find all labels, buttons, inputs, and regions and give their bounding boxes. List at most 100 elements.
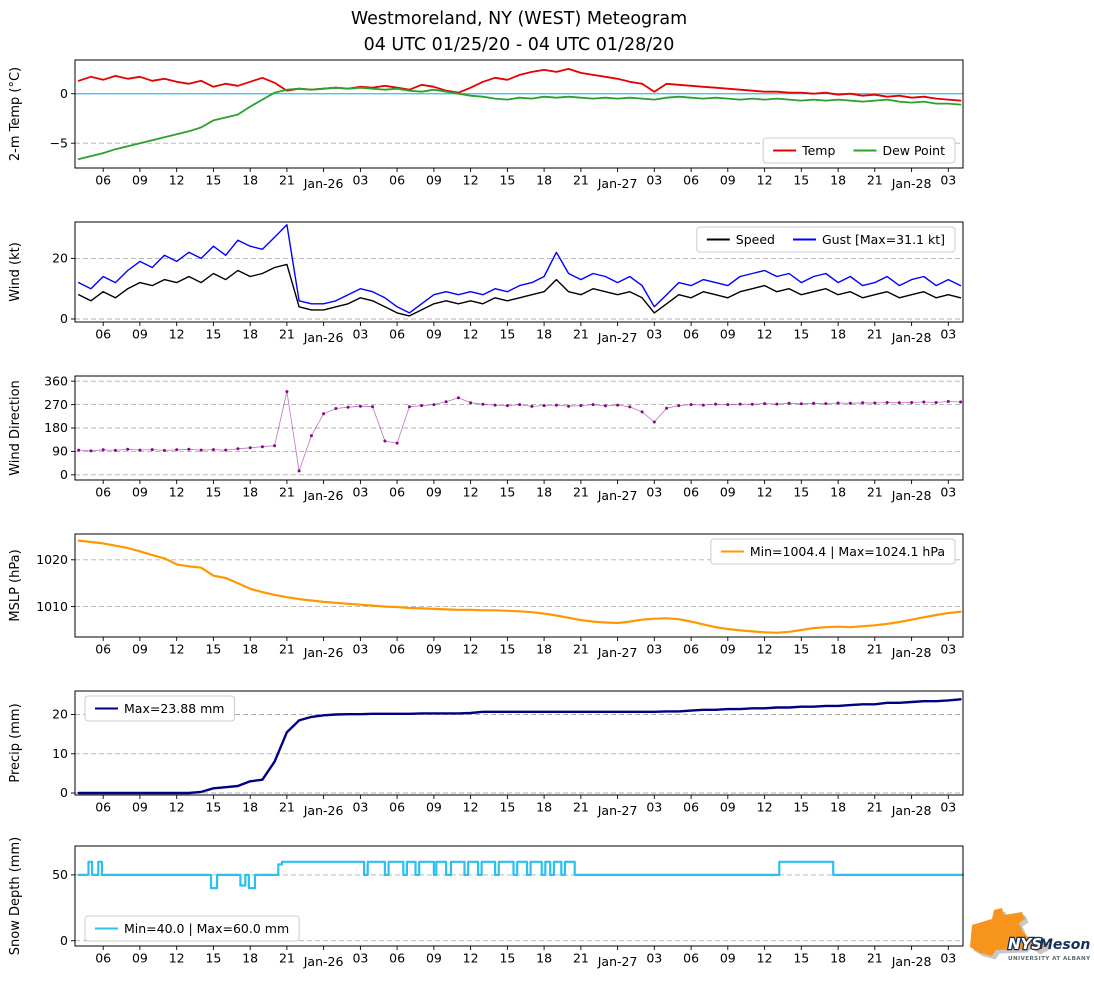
logo-nys-text: NYS bbox=[1008, 935, 1042, 953]
y-tick-label: 20 bbox=[52, 251, 68, 266]
series-wdir-marker bbox=[334, 407, 338, 410]
x-tick-label: 21 bbox=[279, 327, 295, 342]
x-tick-label: 09 bbox=[426, 642, 442, 657]
y-tick-label: 1020 bbox=[36, 552, 68, 567]
x-tick-label: 18 bbox=[242, 951, 258, 966]
x-tick-label: 03 bbox=[646, 642, 662, 657]
x-tick-label: 09 bbox=[426, 327, 442, 342]
x-tick-label: 06 bbox=[389, 173, 405, 188]
y-tick-label: 50 bbox=[52, 867, 68, 882]
series-wdir-marker bbox=[395, 441, 399, 445]
y-tick-label: 0 bbox=[60, 785, 68, 800]
chart-title: Westmoreland, NY (WEST) Meteogram bbox=[350, 9, 688, 29]
x-tick-label: 18 bbox=[536, 327, 552, 342]
x-tick-label: Jan-26 bbox=[303, 645, 344, 660]
legend-label: Max=23.88 mm bbox=[124, 701, 224, 716]
series-wdir-marker bbox=[187, 447, 191, 451]
legend-label: Dew Point bbox=[882, 143, 945, 158]
x-tick-label: 15 bbox=[793, 800, 809, 815]
x-tick-label: 21 bbox=[279, 485, 295, 500]
panel-temp: 0 −5 06 09 12 15 18 21 Jan-26 03 06 09 12 15 18 21 Jan-2… bbox=[8, 59, 964, 191]
series-wdir-marker bbox=[714, 402, 718, 406]
y-tick-label: 0 bbox=[60, 933, 68, 948]
x-tick-label: Jan-27 bbox=[597, 330, 638, 345]
x-tick-label: 18 bbox=[242, 485, 258, 500]
series-wdir-marker bbox=[273, 444, 277, 448]
series-dewpoint-line bbox=[77, 86, 962, 160]
series-wdir-marker bbox=[542, 404, 546, 408]
x-tick-label: Jan-28 bbox=[891, 330, 932, 345]
series-wdir-marker bbox=[150, 448, 154, 452]
x-tick-label: 15 bbox=[793, 951, 809, 966]
x-tick-label: Jan-27 bbox=[597, 803, 638, 818]
series-precip-line bbox=[77, 698, 962, 795]
x-tick-label: 12 bbox=[463, 800, 479, 815]
x-tick-label: Jan-26 bbox=[303, 176, 344, 191]
legend-box bbox=[696, 226, 956, 253]
series-wdir-marker bbox=[665, 406, 669, 410]
series-wdir-marker bbox=[358, 404, 362, 408]
y-tick-label: 270 bbox=[44, 397, 68, 412]
x-tick-label: 03 bbox=[940, 642, 956, 657]
y-tick-label: 0 bbox=[60, 86, 68, 101]
series-wdir-marker bbox=[346, 405, 350, 409]
x-tick-label: 09 bbox=[132, 800, 148, 815]
x-tick-label: 21 bbox=[867, 642, 883, 657]
x-tick-label: 09 bbox=[132, 173, 148, 188]
plot-border bbox=[74, 221, 964, 323]
x-tick-label: 06 bbox=[95, 327, 111, 342]
series-wdir-marker bbox=[726, 403, 730, 407]
series-wdir-marker bbox=[77, 448, 81, 452]
y-tick-label: −5 bbox=[50, 135, 68, 150]
series-wdir-marker bbox=[309, 434, 313, 438]
x-tick-label: 18 bbox=[536, 485, 552, 500]
series-wdir-marker bbox=[738, 402, 742, 406]
ny-state-icon bbox=[970, 908, 1052, 960]
x-tick-label: Jan-26 bbox=[303, 954, 344, 969]
plot-border bbox=[74, 533, 964, 638]
x-tick-label: 12 bbox=[463, 642, 479, 657]
series-wdir-marker bbox=[750, 402, 754, 406]
x-tick-label: 15 bbox=[205, 642, 221, 657]
x-tick-label: 09 bbox=[720, 642, 736, 657]
series-wdir-marker bbox=[799, 402, 803, 406]
series-snow-line bbox=[77, 860, 965, 890]
legend: Temp Dew Point bbox=[762, 137, 956, 164]
x-tick-label: 12 bbox=[757, 642, 773, 657]
legend-label: Min=1004.4 | Max=1024.1 hPa bbox=[750, 544, 945, 559]
x-tick-label: 12 bbox=[169, 642, 185, 657]
x-tick-label: 21 bbox=[573, 327, 589, 342]
x-tick-label: 15 bbox=[499, 173, 515, 188]
series-wdir-marker bbox=[322, 412, 326, 416]
x-tick-label: 03 bbox=[352, 951, 368, 966]
legend-box bbox=[710, 538, 956, 565]
x-tick-label: Jan-28 bbox=[891, 176, 932, 191]
x-tick-label: 12 bbox=[169, 800, 185, 815]
x-tick-label: 21 bbox=[279, 951, 295, 966]
x-tick-label: Jan-27 bbox=[597, 645, 638, 660]
x-tick-label: 12 bbox=[169, 951, 185, 966]
series-wdir-marker bbox=[505, 404, 509, 408]
y-tick-label: 20 bbox=[52, 707, 68, 722]
x-tick-label: 03 bbox=[940, 173, 956, 188]
x-tick-label: 03 bbox=[940, 951, 956, 966]
x-tick-label: 06 bbox=[95, 485, 111, 500]
x-tick-label: Jan-28 bbox=[891, 954, 932, 969]
x-tick-label: 21 bbox=[573, 173, 589, 188]
x-tick-label: 12 bbox=[757, 485, 773, 500]
nys-mesonet-logo: NYS Mesonet UNIVERSITY AT ALBANY bbox=[962, 901, 1094, 991]
series-wdir-marker bbox=[101, 448, 105, 452]
x-tick-label: 21 bbox=[867, 173, 883, 188]
series-wdir-marker bbox=[224, 448, 228, 452]
x-tick-label: 03 bbox=[646, 327, 662, 342]
x-tick-label: 03 bbox=[352, 485, 368, 500]
y-axis-title: MSLP (hPa) bbox=[8, 549, 23, 621]
series-wdir-marker bbox=[236, 447, 240, 451]
series-wdir-marker bbox=[518, 403, 522, 407]
x-tick-label: 09 bbox=[720, 327, 736, 342]
legend-label: Min=40.0 | Max=60.0 mm bbox=[124, 921, 289, 936]
series-speed-line bbox=[78, 263, 962, 317]
x-tick-label: 18 bbox=[830, 642, 846, 657]
series-gust-line bbox=[78, 224, 962, 314]
x-tick-label: 03 bbox=[352, 800, 368, 815]
